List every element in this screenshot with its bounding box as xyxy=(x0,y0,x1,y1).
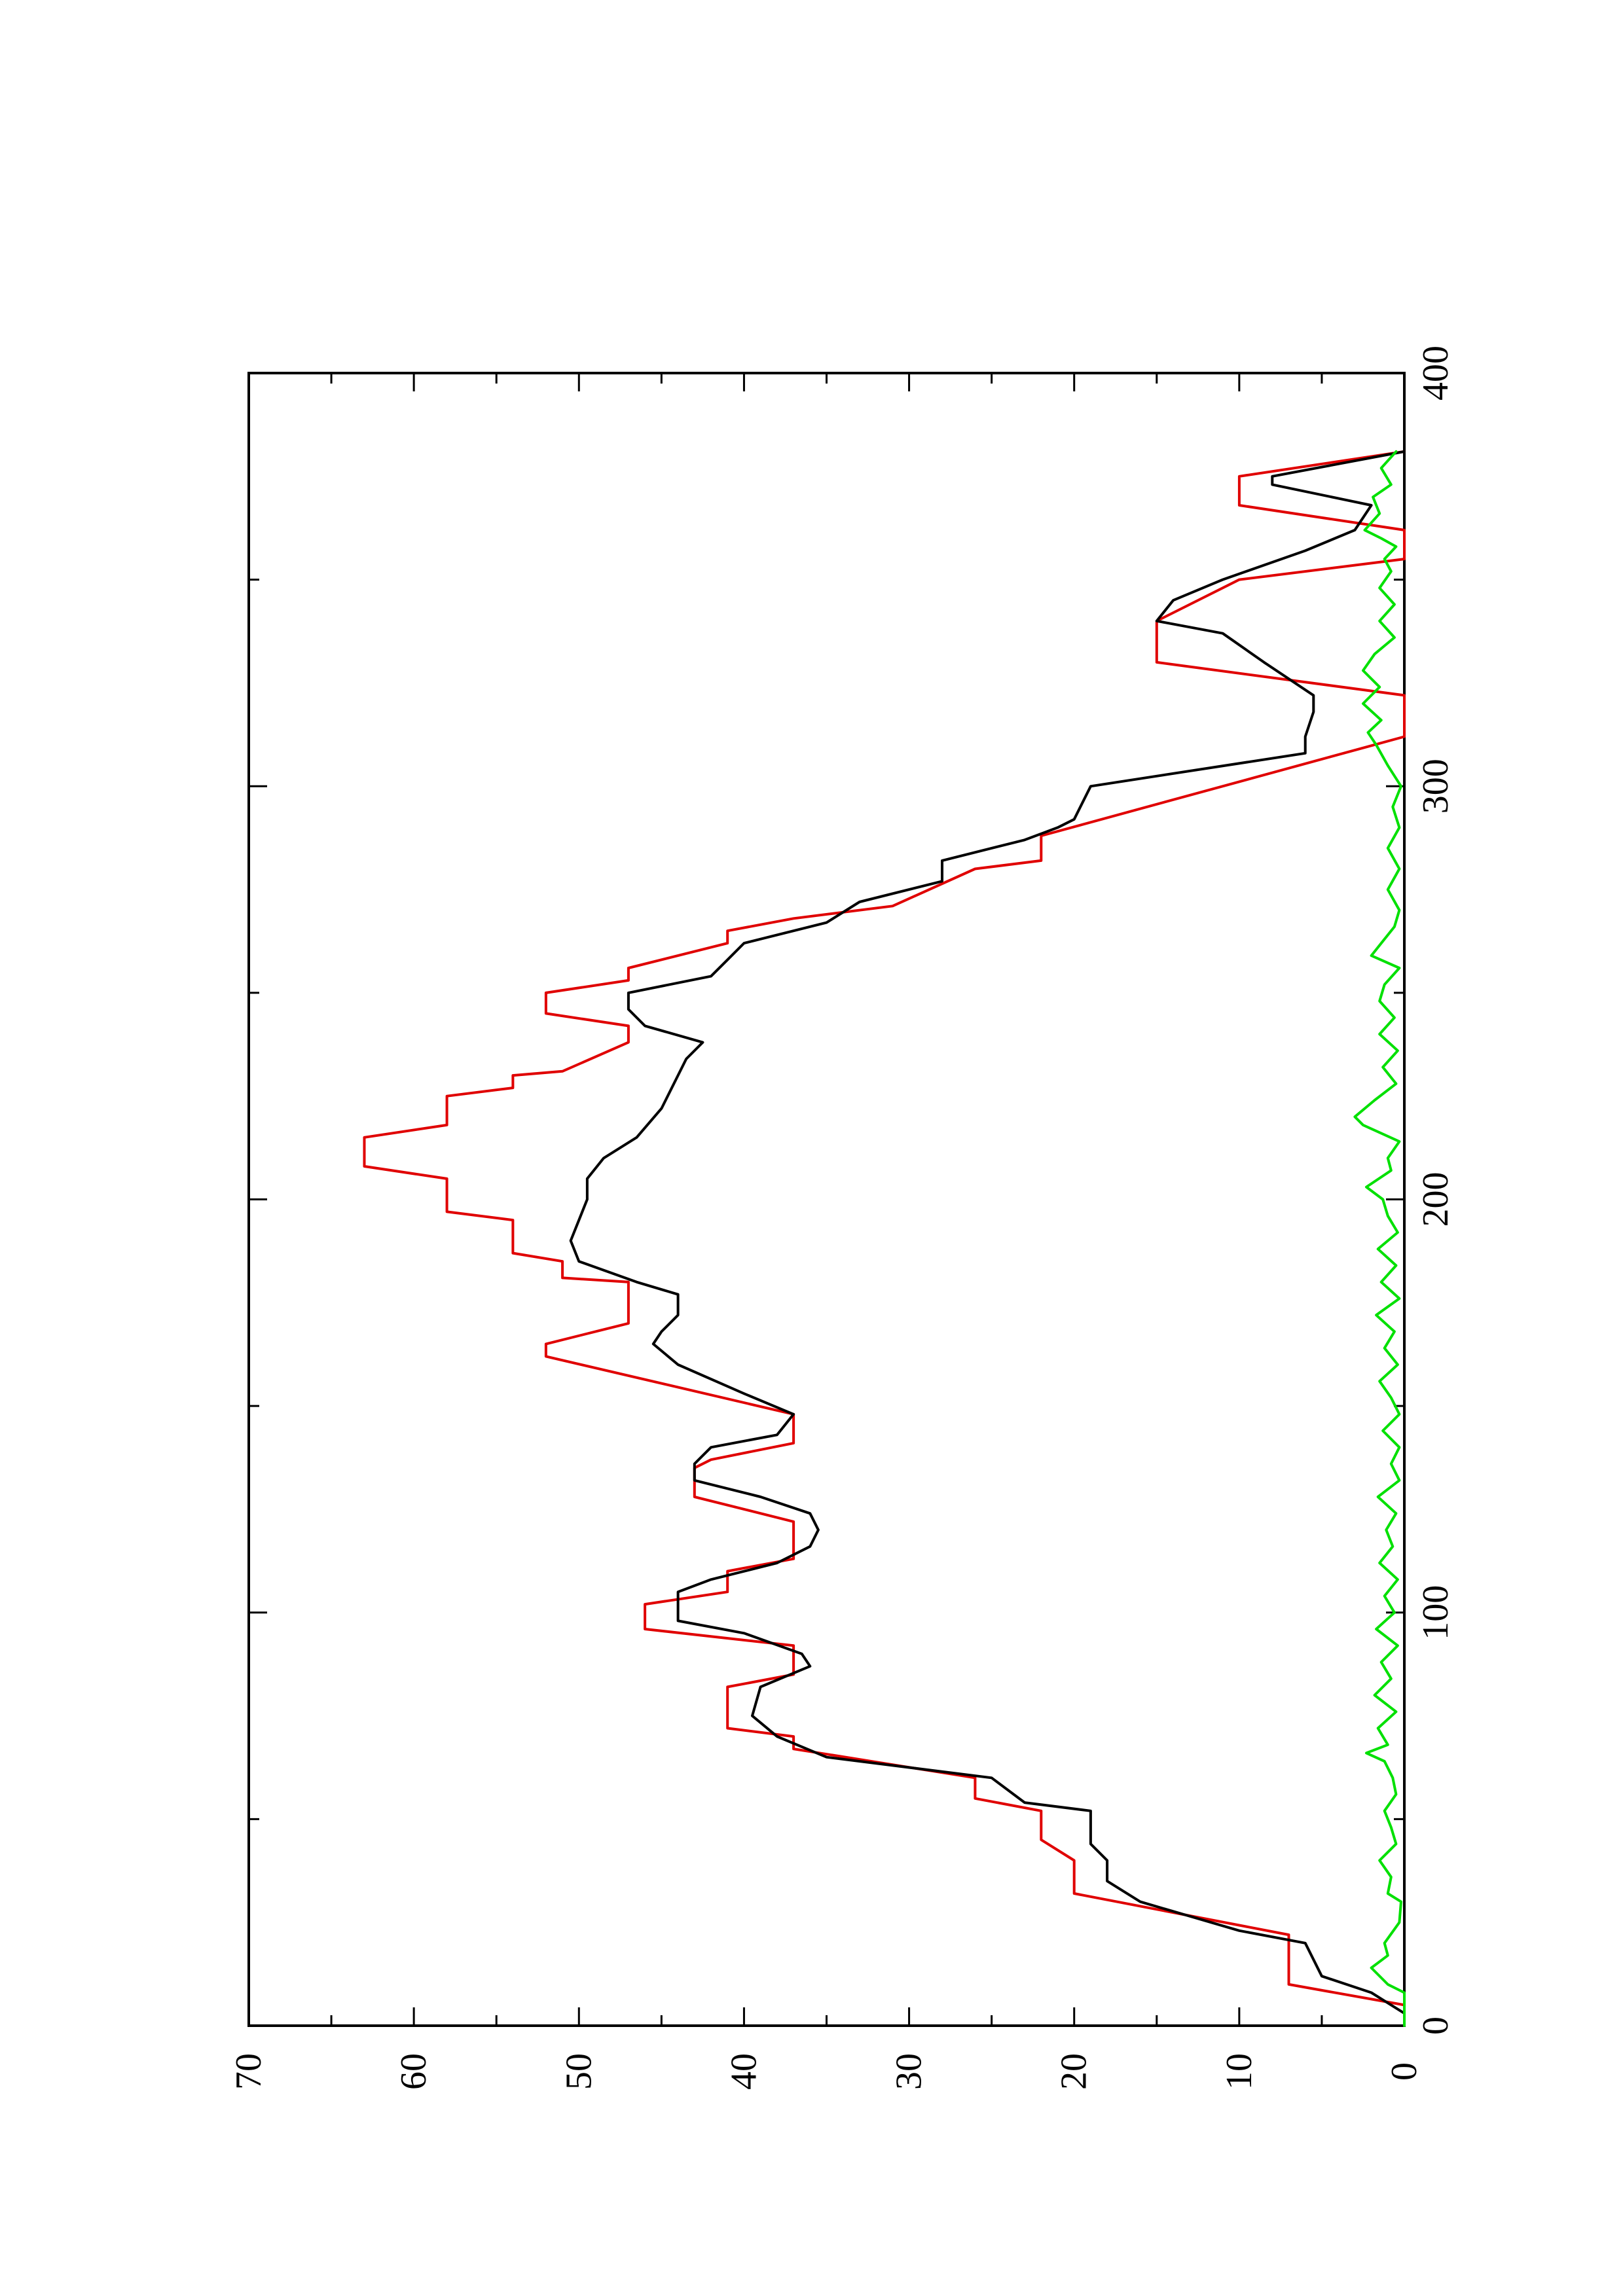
plot-area: 0 100 200 300 400 0 10 20 30 40 50 60 70 xyxy=(228,346,1456,2090)
y-tick-label: 60 xyxy=(393,2053,434,2090)
x-tick-label: 300 xyxy=(1415,759,1456,814)
y-tick-label: 70 xyxy=(228,2053,269,2090)
y-tick-label: 40 xyxy=(723,2053,764,2090)
y-tick-label: 0 xyxy=(1384,2062,1425,2081)
y-tick-label: 30 xyxy=(889,2053,930,2090)
series-green-line xyxy=(1353,450,1406,2027)
x-tick-label: 0 xyxy=(1415,2017,1456,2035)
plot-frame xyxy=(247,372,1406,2027)
y-tick-label: 10 xyxy=(1219,2053,1260,2090)
y-tick-label: 50 xyxy=(558,2053,599,2090)
x-tick-label: 100 xyxy=(1415,1585,1456,1640)
x-tick-label: 400 xyxy=(1415,346,1456,401)
series-black-line xyxy=(569,450,1406,2027)
x-tick-label: 200 xyxy=(1415,1172,1456,1227)
y-tick-label: 20 xyxy=(1054,2053,1095,2090)
series-red-line xyxy=(363,450,1406,2027)
